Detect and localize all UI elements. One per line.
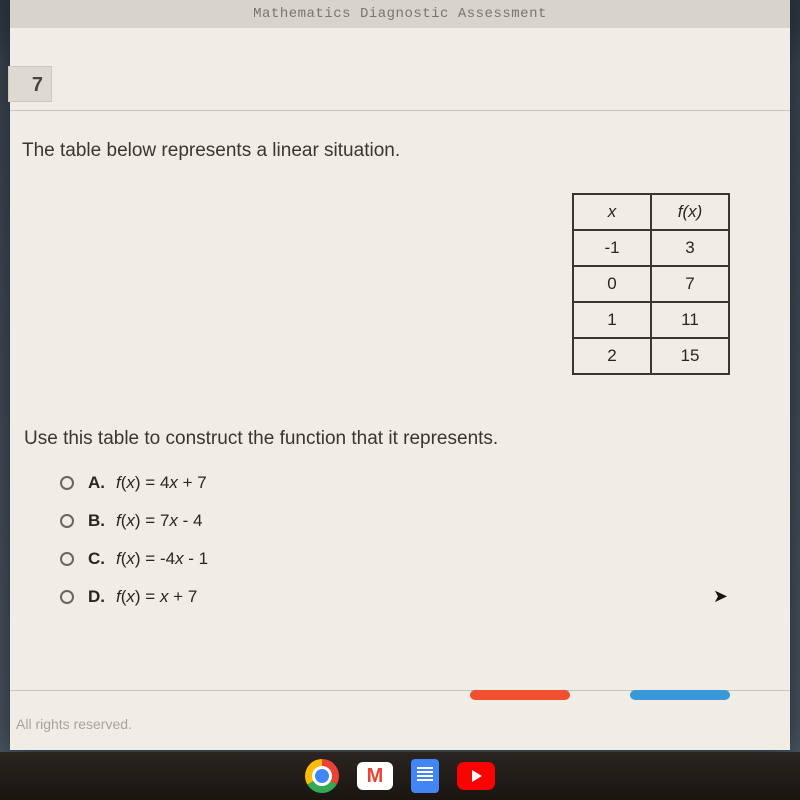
prev-button[interactable] [470,690,570,700]
instruction-text: Use this table to construct the function… [24,428,498,450]
cell-fx: 15 [651,338,729,374]
table-header-x: x [573,194,651,230]
option-text: f(x) = x + 7 [116,587,197,607]
table-row: 1 11 [573,302,729,338]
option-d[interactable]: D. f(x) = x + 7 [60,587,208,607]
question-prompt: The table below represents a linear situ… [22,140,400,162]
radio-icon[interactable] [60,476,74,490]
next-button[interactable] [630,690,730,700]
cell-fx: 11 [651,302,729,338]
title-bar: Mathematics Diagnostic Assessment [10,0,790,28]
option-text: f(x) = 7x - 4 [116,511,202,531]
table-row: -1 3 [573,230,729,266]
option-letter: D. [88,587,116,607]
gmail-icon[interactable]: M [357,762,393,790]
docs-icon[interactable] [411,759,439,793]
table-row: 0 7 [573,266,729,302]
option-a[interactable]: A. f(x) = 4x + 7 [60,473,208,493]
cursor-icon: ➤ [713,586,728,607]
function-table: x f(x) -1 3 0 7 1 11 2 15 [572,193,730,375]
cell-x: 2 [573,338,651,374]
radio-icon[interactable] [60,590,74,604]
chrome-icon[interactable] [305,759,339,793]
footer: All rights reserved. [10,690,790,750]
youtube-icon[interactable] [457,762,495,790]
content-area: 7 The table below represents a linear si… [10,28,790,750]
option-b[interactable]: B. f(x) = 7x - 4 [60,511,208,531]
table-header-fx: f(x) [651,194,729,230]
option-text: f(x) = -4x - 1 [116,549,208,569]
taskbar: M [0,752,800,800]
question-number-tab[interactable]: 7 [8,66,52,102]
app-window: Mathematics Diagnostic Assessment 7 The … [10,0,790,750]
option-c[interactable]: C. f(x) = -4x - 1 [60,549,208,569]
cell-x: 0 [573,266,651,302]
option-letter: C. [88,549,116,569]
option-letter: A. [88,473,116,493]
answer-options: A. f(x) = 4x + 7 B. f(x) = 7x - 4 C. f(x… [60,473,208,625]
cell-fx: 3 [651,230,729,266]
divider-line [10,110,790,111]
cell-x: 1 [573,302,651,338]
copyright-text: All rights reserved. [16,716,132,732]
table-row: 2 15 [573,338,729,374]
radio-icon[interactable] [60,514,74,528]
option-text: f(x) = 4x + 7 [116,473,207,493]
cell-fx: 7 [651,266,729,302]
cell-x: -1 [573,230,651,266]
option-letter: B. [88,511,116,531]
radio-icon[interactable] [60,552,74,566]
